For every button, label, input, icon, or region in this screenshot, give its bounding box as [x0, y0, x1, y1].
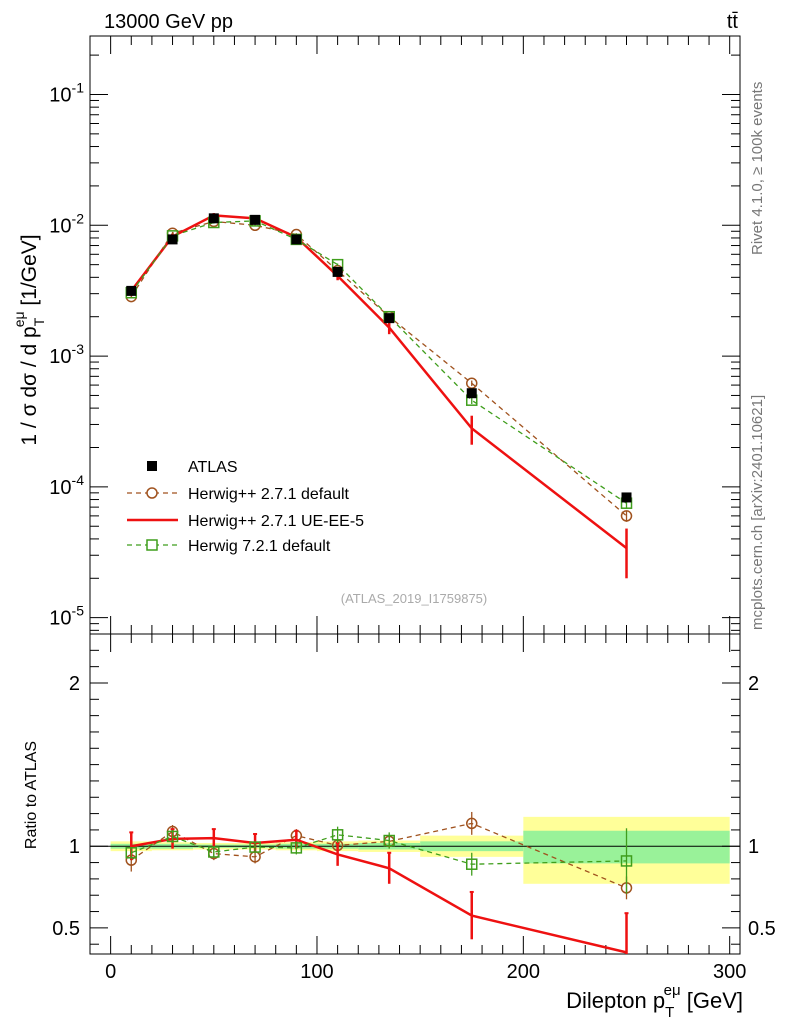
atlas-data-point	[621, 492, 632, 503]
rivet-version-label: Rivet 4.1.0, ≥ 100k events	[749, 82, 766, 255]
mcplots-label: mcplots.cern.ch [arXiv:2401.10621]	[749, 395, 766, 630]
ratio-marker-square	[620, 855, 633, 867]
legend: ATLAS Herwig++ 2.7.1 default Herwig++ 2.7.…	[127, 459, 364, 555]
ratio-bands	[90, 816, 740, 884]
ratio-marker-square	[249, 841, 261, 853]
header-right: tt̄	[727, 11, 739, 33]
atlas-data-point	[167, 234, 178, 245]
legend-item: Herwig++ 2.7.1 default	[127, 486, 350, 503]
legend-item: Herwig++ 2.7.1 UE-EE-5	[127, 513, 364, 530]
header-left: 13000 GeV pp	[104, 11, 233, 33]
legend-label: Herwig++ 2.7.1 default	[188, 486, 350, 503]
atlas-data-point	[332, 266, 343, 277]
x-axis-title: Dilepton pTeμ [GeV]	[566, 982, 743, 1021]
x-tick-label: 200	[507, 961, 540, 983]
x-tick-label: 100	[300, 961, 333, 983]
legend-item: ATLAS	[147, 459, 238, 476]
ratio-y-tick-label: 0.5	[52, 918, 80, 940]
main-axes: 10-5 10-4 10-3 10-2 10-1	[49, 36, 740, 634]
ratio-marker-square	[208, 846, 220, 858]
legend-label: Herwig++ 2.7.1 UE-EE-5	[188, 513, 364, 530]
atlas-data-point	[466, 388, 477, 399]
x-tick-label: 300	[713, 961, 746, 983]
atlas-data-point	[291, 234, 302, 245]
ratio-marker-square	[465, 858, 478, 870]
legend-square-marker	[146, 539, 158, 551]
y-tick-label: 10-5	[49, 603, 84, 630]
main-panel: (ATLAS_2019_I1759875) 10-510-410-310-210…	[49, 35, 741, 635]
ratio-y-tick-label: 2	[69, 673, 80, 695]
ratio-panel: 0.5 0.5 1 1 2 2 0 100 200 300	[52, 633, 776, 983]
marker-circle	[620, 510, 633, 522]
atlas-data-point	[126, 285, 137, 296]
ratio-marker-circle	[465, 817, 478, 830]
y-tick-label: 10-1	[49, 79, 84, 106]
y-axis-title: 1 / σ dσ / d pTeμ [1/GeV]	[11, 234, 47, 445]
ratio-marker-square	[290, 842, 303, 854]
atlas-data-point	[208, 213, 219, 224]
y-tick-label: 10-3	[49, 341, 84, 368]
analysis-watermark: (ATLAS_2019_I1759875)	[341, 591, 487, 606]
ratio-axes: 0.5 0.5 1 1 2 2 0 100 200 300	[52, 634, 776, 983]
ratio-y-tick-label-right: 2	[748, 673, 759, 695]
legend-label: Herwig 7.2.1 default	[188, 538, 331, 555]
ratio-series	[125, 811, 633, 954]
ratio-marker-square	[383, 834, 395, 847]
legend-item: Herwig 7.2.1 default	[127, 538, 331, 555]
ratio-y-tick-label-right: 0.5	[748, 918, 776, 940]
ratio-marker-square	[166, 830, 179, 843]
main-series	[125, 213, 633, 579]
atlas-data-point	[250, 214, 261, 225]
legend-atlas-marker	[147, 461, 157, 471]
ratio-axis-title: Ratio to ATLAS	[23, 741, 40, 849]
y-tick-label: 10-2	[49, 210, 84, 237]
atlas-data-point	[384, 313, 395, 324]
ratio-y-tick-label-right: 1	[748, 836, 759, 858]
main-frame	[89, 35, 741, 635]
legend-label: ATLAS	[188, 459, 238, 476]
ratio-marker-square	[331, 829, 344, 841]
ratio-frame	[89, 633, 741, 955]
ratio-marker-square	[125, 847, 138, 859]
x-tick-label: 0	[105, 961, 116, 983]
legend-circle-marker	[146, 487, 158, 499]
ratio-y-tick-label: 1	[69, 836, 80, 858]
y-tick-label: 10-4	[49, 472, 84, 499]
